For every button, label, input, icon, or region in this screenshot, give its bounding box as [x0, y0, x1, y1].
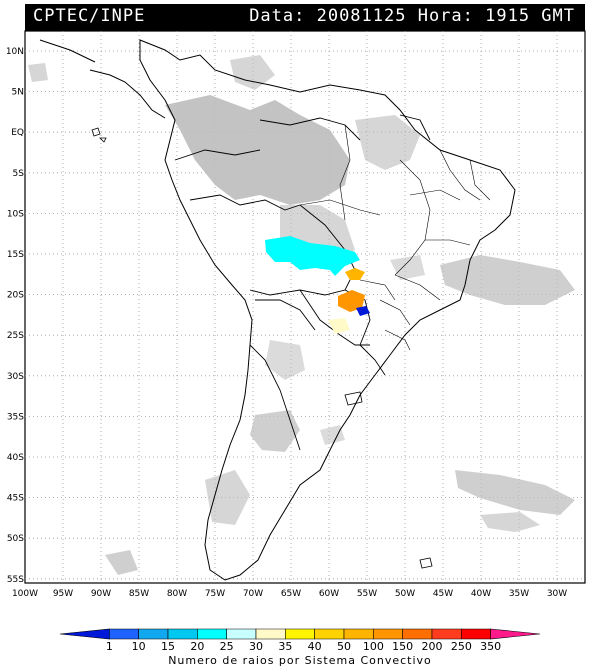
lat-label: 50S [7, 534, 24, 544]
lat-label: 40S [7, 453, 24, 463]
lat-label: EQ [11, 128, 24, 138]
lon-label: 90W [91, 589, 111, 599]
lat-label: 5N [12, 88, 24, 98]
cluster-cyan [265, 236, 360, 276]
legend-tick: 50 [337, 640, 351, 653]
legend-swatch [373, 628, 403, 640]
cluster-orange-north [345, 268, 365, 280]
legend-tick: 35 [278, 640, 292, 653]
legend-swatch [109, 628, 139, 640]
lon-label: 30W [547, 589, 567, 599]
state-borders [299, 124, 491, 351]
islands [91, 127, 433, 569]
source-label: CPTEC/INPE [33, 6, 146, 26]
lon-label: 75W [205, 589, 225, 599]
legend-tick: 30 [249, 640, 263, 653]
legend-tick: 250 [451, 640, 472, 653]
legend-swatch [59, 628, 110, 640]
legend-tick: 150 [392, 640, 413, 653]
legend-swatch [402, 628, 433, 640]
lat-label: 10S [7, 209, 24, 219]
legend-tick: 15 [161, 640, 175, 653]
lon-label: 95W [53, 589, 73, 599]
legend-swatch [461, 628, 491, 640]
lon-label: 50W [395, 589, 415, 599]
lon-label: 40W [471, 589, 491, 599]
legend-swatch [490, 628, 541, 640]
color-legend: 1 10 15 20 25 30 35 40 50 100 150 200 250 350 [59, 628, 541, 653]
legend-tick: 200 [422, 640, 443, 653]
lightning-systems [265, 236, 370, 334]
legend-swatch [167, 628, 198, 640]
lat-label: 15S [7, 250, 24, 260]
legend-swatch [314, 628, 345, 640]
legend-tick: 40 [308, 640, 322, 653]
lon-label: 65W [281, 589, 301, 599]
lat-label: 20S [7, 291, 24, 301]
legend-swatch [343, 628, 374, 640]
cluster-blue [356, 306, 370, 316]
legend-swatch [431, 628, 462, 640]
lon-label: 60W [319, 589, 339, 599]
legend-tick: 1 [106, 640, 113, 653]
lat-label: 45S [7, 494, 24, 504]
lat-label: 25S [7, 331, 24, 341]
lon-label: 45W [433, 589, 453, 599]
cloud-cover [28, 55, 575, 575]
lon-label: 85W [129, 589, 149, 599]
lat-label: 30S [7, 372, 24, 382]
legend-tick: 100 [363, 640, 384, 653]
legend-swatch [138, 628, 169, 640]
legend-tick: 350 [480, 640, 501, 653]
legend-swatch [285, 628, 315, 640]
lon-label: 100W [12, 589, 38, 599]
latitude-labels: 10N 5N EQ 5S 10S 15S 20S 25S 30S 35S 40S 45S 50S 55S [6, 47, 24, 585]
legend-tick: 25 [220, 640, 234, 653]
lat-label: 5S [13, 169, 25, 179]
legend-swatch [255, 628, 286, 640]
lat-label: 10N [6, 47, 24, 57]
lon-label: 35W [509, 589, 529, 599]
legend-title: Numero de raios por Sistema Convectivo [168, 654, 432, 667]
legend-tick: 10 [132, 640, 146, 653]
map-header: CPTEC/INPE Data: 20081125 Hora: 1915 GMT [25, 4, 585, 31]
date-time-label: Data: 20081125 Hora: 1915 GMT [249, 6, 575, 26]
lon-label: 55W [357, 589, 377, 599]
legend-swatch [226, 628, 257, 640]
cluster-orange-south [338, 290, 365, 312]
longitude-labels: 100W 95W 90W 85W 80W 75W 70W 65W 60W 55W 50W 45W 40W… [12, 589, 567, 599]
lightning-map: 10N5NEQ5S10S15S20S25S30S35S40S45S50S55S … [6, 30, 586, 599]
continent-outline [39, 39, 516, 581]
legend-swatch [197, 628, 227, 640]
lat-label: 55S [7, 575, 24, 585]
lon-label: 70W [243, 589, 263, 599]
legend-tick: 20 [190, 640, 204, 653]
lat-label: 35S [7, 412, 24, 422]
cluster-yellow [328, 318, 350, 334]
lon-label: 80W [167, 589, 187, 599]
